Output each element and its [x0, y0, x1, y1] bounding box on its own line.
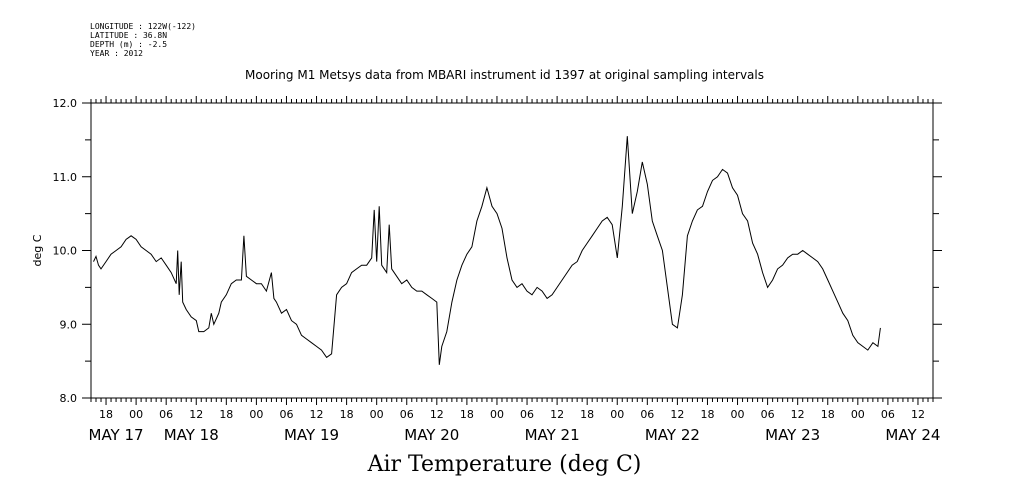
- y-tick-label: 9.0: [60, 318, 78, 331]
- x-date-label: MAY 19: [284, 426, 339, 444]
- x-tick-label: 12: [310, 408, 324, 421]
- x-tick-label: 00: [129, 408, 143, 421]
- x-tick-label: 18: [700, 408, 714, 421]
- x-date-label: MAY 18: [164, 426, 219, 444]
- x-tick-label: 12: [550, 408, 564, 421]
- x-tick-label: 00: [610, 408, 624, 421]
- x-tick-label: 06: [640, 408, 654, 421]
- plot-frame: [90, 102, 934, 399]
- x-tick-label: 00: [731, 408, 745, 421]
- x-tick-label: 12: [791, 408, 805, 421]
- year-label: YEAR : 2012: [90, 49, 143, 58]
- x-tick-label: 18: [580, 408, 594, 421]
- chart-title: Mooring M1 Metsys data from MBARI instru…: [245, 68, 764, 82]
- x-tick-label: 18: [460, 408, 474, 421]
- latitude-label: LATITUDE : 36.8N: [90, 31, 168, 40]
- x-tick-label: 18: [821, 408, 835, 421]
- y-tick-label: 11.0: [53, 171, 78, 184]
- x-date-label: MAY 24: [885, 426, 940, 444]
- air-temperature-series-line: [93, 136, 881, 365]
- metadata-block: LONGITUDE : 122W(-122) LATITUDE : 36.8N …: [90, 22, 196, 58]
- x-tick-label: 12: [430, 408, 444, 421]
- x-tick-label: 06: [881, 408, 895, 421]
- x-axis-title: Air Temperature (deg C): [367, 452, 642, 477]
- x-tick-label: 06: [520, 408, 534, 421]
- x-tick-label: 00: [851, 408, 865, 421]
- x-tick-label: 00: [370, 408, 384, 421]
- x-tick-label: 00: [249, 408, 263, 421]
- y-tick-label: 8.0: [60, 392, 78, 405]
- x-tick-label: 06: [761, 408, 775, 421]
- x-tick-label: 18: [219, 408, 233, 421]
- x-tick-label: 18: [99, 408, 113, 421]
- x-tick-label: 06: [159, 408, 173, 421]
- y-tick-label: 10.0: [53, 245, 78, 258]
- x-date-label: MAY 20: [404, 426, 459, 444]
- x-date-label: MAY 23: [765, 426, 820, 444]
- x-tick-label: 12: [911, 408, 925, 421]
- x-date-label: MAY 21: [525, 426, 580, 444]
- x-tick-label: 00: [490, 408, 504, 421]
- depth-label: DEPTH (m) : -2.5: [90, 40, 168, 49]
- x-tick-label: 12: [670, 408, 684, 421]
- y-axis-title: deg C: [31, 234, 44, 266]
- x-tick-label: 12: [189, 408, 203, 421]
- x-date-label: MAY 22: [645, 426, 700, 444]
- x-tick-label: 06: [400, 408, 414, 421]
- y-tick-label: 12.0: [53, 97, 78, 110]
- x-tick-label: 06: [279, 408, 293, 421]
- longitude-label: LONGITUDE : 122W(-122): [90, 22, 196, 31]
- x-date-label: MAY 17: [89, 426, 144, 444]
- x-tick-label: 18: [340, 408, 354, 421]
